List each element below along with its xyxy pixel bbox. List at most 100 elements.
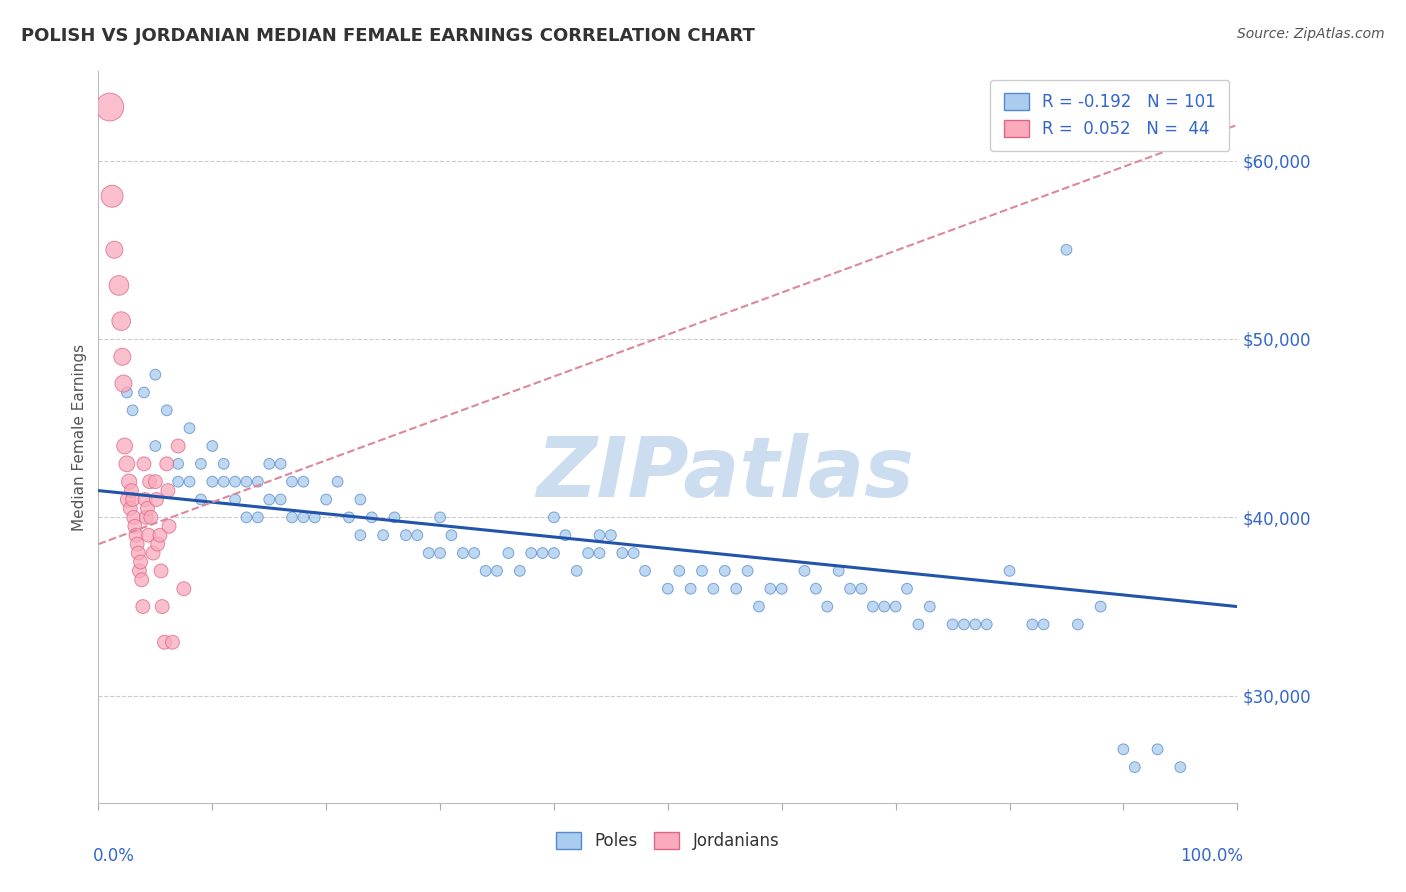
Point: [145, 368, 167, 382]
Point: [588, 546, 610, 560]
Point: [167, 457, 190, 471]
Point: [360, 510, 382, 524]
Point: [668, 564, 690, 578]
Point: [212, 457, 235, 471]
Point: [138, 475, 160, 489]
Point: [190, 457, 212, 471]
Point: [862, 599, 884, 614]
Point: [1123, 760, 1146, 774]
Point: [793, 564, 815, 578]
Point: [118, 475, 141, 489]
Point: [600, 528, 623, 542]
Point: [224, 492, 246, 507]
Point: [839, 582, 862, 596]
Point: [127, 546, 149, 560]
Point: [304, 510, 326, 524]
Point: [134, 492, 156, 507]
Point: [702, 582, 724, 596]
Point: [142, 546, 165, 560]
Point: [235, 475, 257, 489]
Text: ZIPatlas: ZIPatlas: [536, 434, 914, 514]
Point: [531, 546, 554, 560]
Point: [145, 475, 167, 489]
Point: [918, 599, 941, 614]
Point: [153, 635, 176, 649]
Point: [212, 475, 235, 489]
Point: [156, 403, 179, 417]
Point: [167, 439, 190, 453]
Point: [725, 582, 748, 596]
Point: [292, 475, 315, 489]
Point: [759, 582, 782, 596]
Point: [543, 546, 565, 560]
Point: [132, 457, 155, 471]
Point: [167, 475, 190, 489]
Point: [111, 350, 134, 364]
Point: [384, 510, 406, 524]
Point: [896, 582, 918, 596]
Point: [509, 564, 531, 578]
Point: [326, 475, 349, 489]
Point: [173, 582, 195, 596]
Point: [224, 475, 246, 489]
Point: [146, 537, 169, 551]
Point: [115, 385, 138, 400]
Point: [101, 189, 124, 203]
Point: [657, 582, 679, 596]
Point: [349, 492, 371, 507]
Point: [156, 457, 179, 471]
Point: [139, 510, 162, 524]
Point: [157, 519, 180, 533]
Point: [292, 510, 315, 524]
Point: [281, 510, 304, 524]
Point: [1032, 617, 1054, 632]
Point: [565, 564, 588, 578]
Point: [98, 100, 121, 114]
Point: [315, 492, 337, 507]
Point: [115, 457, 138, 471]
Point: [145, 492, 167, 507]
Point: [259, 492, 281, 507]
Point: [998, 564, 1021, 578]
Point: [371, 528, 394, 542]
Point: [815, 599, 838, 614]
Point: [125, 528, 148, 542]
Point: [201, 439, 224, 453]
Point: [270, 457, 292, 471]
Point: [690, 564, 713, 578]
Point: [588, 528, 610, 542]
Legend: Poles, Jordanians: Poles, Jordanians: [550, 825, 786, 856]
Point: [150, 599, 173, 614]
Point: [337, 510, 360, 524]
Point: [179, 421, 201, 435]
Point: [129, 555, 152, 569]
Point: [120, 501, 142, 516]
Point: [1021, 617, 1043, 632]
Point: [429, 510, 451, 524]
Point: [828, 564, 851, 578]
Point: [114, 439, 136, 453]
Point: [1146, 742, 1168, 756]
Text: 0.0%: 0.0%: [93, 847, 135, 864]
Point: [770, 582, 793, 596]
Point: [748, 599, 770, 614]
Point: [884, 599, 907, 614]
Point: [474, 564, 496, 578]
Point: [679, 582, 702, 596]
Point: [576, 546, 599, 560]
Point: [149, 528, 172, 542]
Point: [486, 564, 509, 578]
Point: [162, 635, 184, 649]
Point: [395, 528, 418, 542]
Point: [942, 617, 965, 632]
Text: POLISH VS JORDANIAN MEDIAN FEMALE EARNINGS CORRELATION CHART: POLISH VS JORDANIAN MEDIAN FEMALE EARNIN…: [21, 27, 755, 45]
Point: [235, 510, 257, 524]
Point: [1090, 599, 1112, 614]
Point: [103, 243, 125, 257]
Point: [873, 599, 896, 614]
Point: [108, 278, 131, 293]
Point: [429, 546, 451, 560]
Point: [804, 582, 827, 596]
Point: [451, 546, 474, 560]
Point: [634, 564, 657, 578]
